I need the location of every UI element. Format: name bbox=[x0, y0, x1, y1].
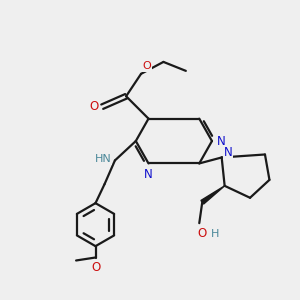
Text: O: O bbox=[142, 61, 151, 71]
Polygon shape bbox=[201, 186, 225, 204]
Text: N: N bbox=[144, 168, 153, 181]
Text: H: H bbox=[211, 229, 219, 238]
Text: O: O bbox=[91, 261, 100, 274]
Text: N: N bbox=[224, 146, 233, 160]
Text: O: O bbox=[198, 227, 207, 240]
Text: O: O bbox=[89, 100, 99, 113]
Text: N: N bbox=[217, 134, 226, 148]
Text: HN: HN bbox=[95, 154, 112, 164]
